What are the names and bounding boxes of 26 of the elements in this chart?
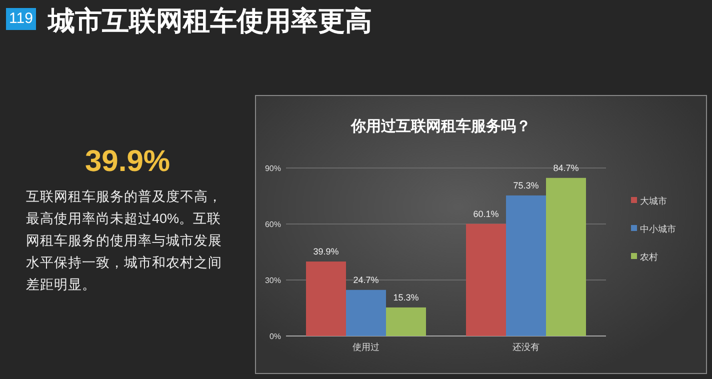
data-label: 60.1% — [473, 208, 499, 219]
bar — [506, 195, 546, 336]
bar — [466, 224, 506, 336]
data-label: 15.3% — [393, 292, 419, 302]
bar — [386, 307, 426, 336]
text: 互联网租车服务的普及度不高，最高使用率尚未超过40%。互联网租车服务的使用率与城市发展水平保持一致，城市和农村之间差距明显。 — [26, 188, 223, 294]
data-label: 39.9% — [313, 246, 339, 257]
y-tick-label: 90% — [264, 164, 281, 173]
bar — [346, 290, 386, 336]
data-label: 24.7% — [353, 274, 379, 285]
text: 119 — [6, 8, 36, 30]
bar — [306, 262, 346, 336]
y-tick-label: 60% — [264, 220, 281, 229]
bar — [546, 178, 586, 336]
text: 39.9% — [85, 145, 170, 179]
text: 城市互联网租车使用率更高 — [48, 5, 372, 38]
legend-label: 中小城市 — [640, 224, 676, 234]
legend-label: 大城市 — [640, 196, 667, 206]
y-tick-label: 0% — [269, 332, 281, 341]
x-tick-label: 使用过 — [352, 342, 380, 352]
data-label: 75.3% — [513, 180, 539, 190]
chart-title: 你用过互联网租车服务吗？ — [350, 117, 531, 135]
legend-label: 农村 — [640, 252, 658, 262]
y-tick-label: 30% — [264, 276, 281, 285]
data-label: 84.7% — [553, 162, 579, 173]
x-tick-label: 还没有 — [512, 342, 540, 352]
